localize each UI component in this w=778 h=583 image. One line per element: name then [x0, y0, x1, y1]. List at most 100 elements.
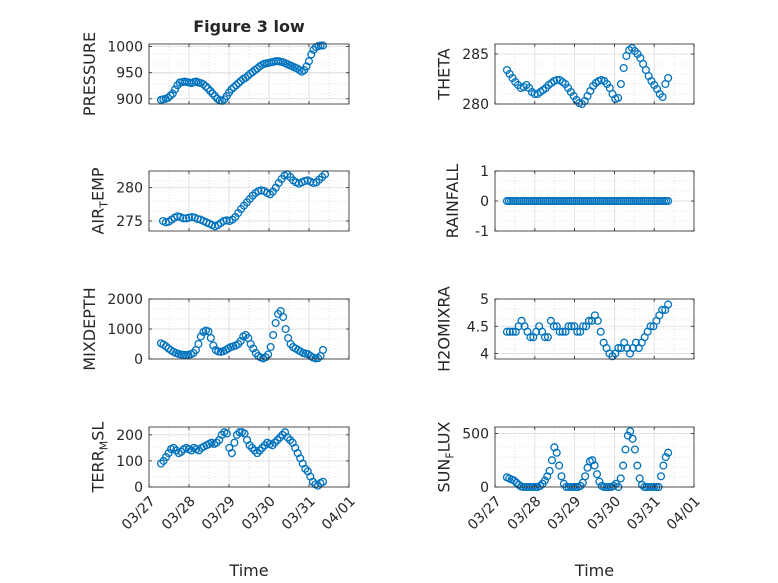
y-axis-label: H2OMIXRA [435, 286, 454, 372]
data-point [194, 446, 204, 455]
y-tick-label: 275 [116, 214, 143, 230]
data-point [543, 333, 553, 342]
data-point [573, 327, 582, 336]
data-point [619, 461, 628, 470]
y-tick-label: 0 [480, 480, 489, 496]
data-point [549, 322, 558, 331]
series-markers [502, 300, 673, 361]
x-axis-label: Time [228, 561, 268, 580]
x-tick-label: 03/31 [624, 493, 664, 533]
data-point [633, 461, 642, 470]
data-point [212, 438, 221, 447]
data-point [502, 327, 511, 336]
data-point [171, 85, 180, 94]
y-axis-label: MIXDEPTH [80, 287, 99, 370]
data-point [630, 445, 639, 454]
data-point [621, 445, 630, 454]
data-point [281, 324, 290, 334]
data-point [283, 433, 292, 442]
y-tick-label: 950 [116, 66, 143, 82]
data-point [168, 89, 177, 98]
data-point [526, 333, 535, 342]
y-axis-label: PRESSURE [80, 32, 99, 116]
data-point [313, 354, 323, 363]
data-point [194, 339, 203, 349]
data-point [584, 316, 594, 325]
data-point [609, 481, 618, 490]
data-point [268, 441, 277, 450]
data-point [236, 336, 245, 346]
x-tick-label: 04/01 [664, 493, 704, 533]
data-point [246, 339, 255, 349]
y-tick-label: 1000 [107, 40, 143, 56]
y-tick-label: 4.5 [467, 319, 489, 335]
x-tick-label: 03/28 [505, 493, 545, 533]
data-point [536, 481, 545, 490]
data-point [590, 461, 599, 470]
data-point [204, 327, 213, 336]
data-point [540, 476, 549, 485]
x-tick-label: 03/27 [119, 493, 159, 533]
x-tick-label: 03/29 [545, 493, 585, 533]
x-tick-label: 03/30 [239, 493, 279, 533]
data-point [248, 443, 257, 452]
y-axis-label: RAINFALL [443, 164, 462, 239]
y-axis-label: THETA [435, 48, 454, 100]
subplot-6: 4 4.5 5 H2OMIXRA [435, 286, 695, 372]
data-point [279, 312, 288, 322]
data-point [616, 79, 625, 89]
data-point [232, 81, 241, 90]
data-point [250, 446, 259, 455]
subplot-3: 275 280 AIRTEMP [89, 167, 350, 235]
series-markers [158, 170, 330, 231]
data-point [552, 448, 561, 457]
subplot-7: 0 100 200 03/27 03/28 03/29 03/30 03/31 04/01 Tim… [89, 422, 359, 580]
data-point [199, 80, 208, 89]
data-point [596, 327, 605, 336]
data-point [626, 427, 635, 436]
data-point [658, 92, 667, 102]
data-point [163, 93, 173, 102]
data-point [616, 474, 625, 483]
data-point [557, 472, 566, 481]
data-point [308, 477, 317, 486]
data-point [614, 344, 623, 353]
data-point [260, 441, 269, 450]
data-point [271, 318, 280, 328]
data-point [558, 327, 567, 336]
x-tick-label: 03/28 [159, 493, 199, 533]
x-tick-label: 03/29 [199, 493, 239, 533]
y-tick-label: 2000 [107, 292, 143, 308]
data-point [540, 333, 550, 342]
data-point [505, 327, 514, 336]
axes-box [148, 170, 350, 232]
data-point [318, 345, 328, 355]
data-point [230, 438, 239, 447]
subplot-5: 0 1000 2000 MIXDEPTH [80, 287, 350, 371]
data-point [318, 477, 328, 486]
y-axis-label: TERRMSL [89, 422, 111, 494]
data-point [301, 464, 310, 473]
data-point [264, 350, 273, 359]
y-tick-label: 900 [116, 92, 143, 108]
data-point [255, 446, 264, 455]
axes-box [148, 426, 350, 488]
data-point [567, 322, 576, 331]
x-tick-label: 03/31 [279, 493, 319, 533]
data-point [595, 477, 604, 486]
data-point [206, 333, 215, 343]
data-point [222, 429, 231, 438]
data-point [592, 470, 602, 479]
data-point [227, 85, 236, 94]
data-point [208, 89, 217, 98]
data-point [187, 446, 196, 455]
data-point [201, 82, 210, 91]
data-point [659, 461, 668, 470]
data-point [286, 435, 295, 445]
data-point [510, 476, 519, 485]
y-axis-label: AIRTEMP [89, 167, 111, 234]
x-tick-label: 03/27 [465, 493, 505, 533]
data-point [638, 480, 647, 489]
data-point [156, 459, 166, 468]
